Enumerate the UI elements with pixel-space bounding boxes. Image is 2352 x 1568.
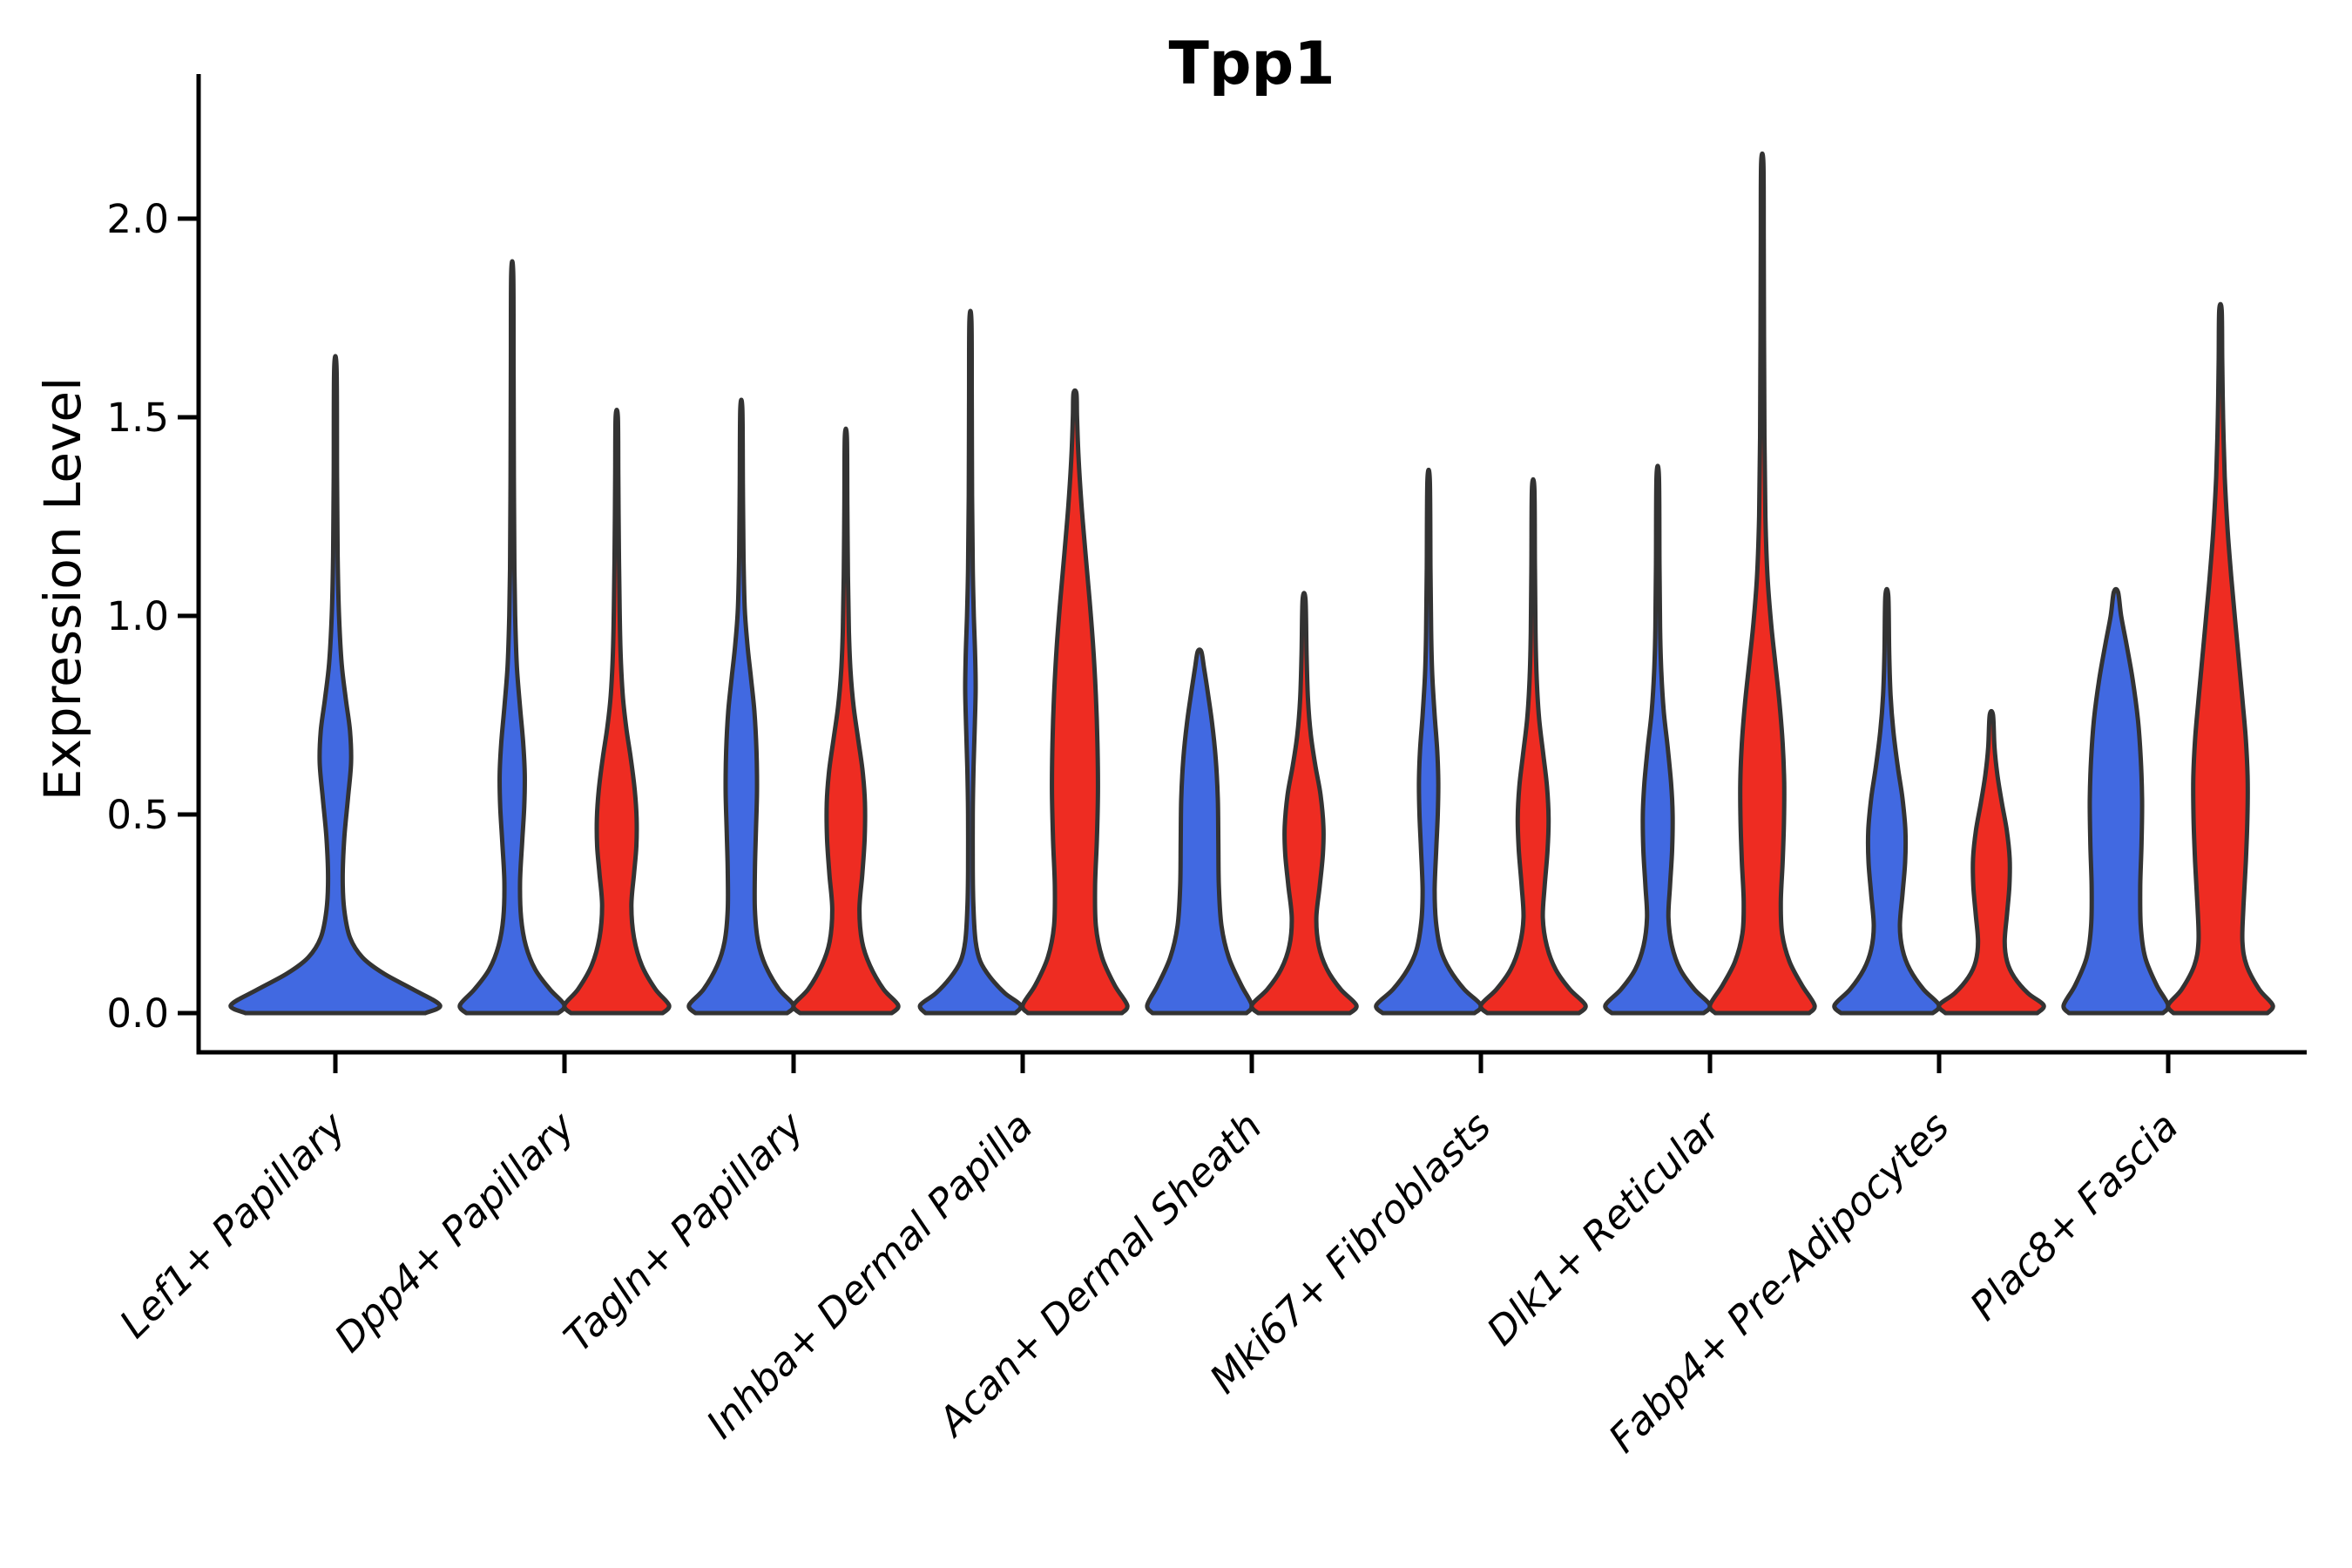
y-tick-label-2.0: 2.0 — [106, 196, 169, 242]
violin-fabp4-pre-adipocytes-red — [1936, 708, 2046, 1016]
x-tick-label-lef1-papillary: Lef1+ Papillary — [111, 1102, 355, 1347]
violin-acan-dermal-sheath-blue — [1145, 647, 1254, 1016]
violin-mki67-fibroblasts-blue — [1374, 467, 1484, 1016]
x-tick-label-tagln-papillary: Tagln+ Papillary — [555, 1102, 814, 1361]
violin-mki67-fibroblasts-red — [1478, 476, 1588, 1016]
violin-dlk1-reticular-red — [1707, 151, 1817, 1016]
violin-tagln-papillary-red — [791, 426, 901, 1016]
x-tick-label-dpp4-papillary: Dpp4+ Papillary — [326, 1102, 585, 1361]
chart-title: Tpp1 — [1168, 30, 1335, 98]
y-tick-label-1.5: 1.5 — [106, 395, 169, 441]
x-tick-label-dlk1-reticular: Dlk1+ Reticular — [1477, 1102, 1730, 1355]
y-tick-label-1.0: 1.0 — [106, 593, 169, 639]
violins-layer — [228, 151, 2275, 1016]
violin-dpp4-papillary-blue — [457, 259, 567, 1016]
violin-inhba-dermal-papilla-red — [1020, 388, 1130, 1016]
violin-inhba-dermal-papilla-blue — [917, 308, 1024, 1016]
x-tick-label-plac8-fascia: Plac8+ Fascia — [1961, 1103, 2187, 1329]
violin-plac8-fascia-blue — [2061, 586, 2171, 1016]
violin-tagln-papillary-blue — [686, 397, 796, 1016]
y-tick-label-0.0: 0.0 — [106, 990, 169, 1037]
violin-lef1-papillary-blue — [228, 354, 443, 1016]
y-axis-label: Expression Level — [33, 377, 92, 801]
violin-acan-dermal-sheath-red — [1249, 591, 1359, 1016]
violin-fabp4-pre-adipocytes-blue — [1832, 586, 1942, 1016]
violin-dpp4-papillary-red — [562, 407, 672, 1016]
violin-plac8-fascia-red — [2166, 301, 2275, 1016]
y-tick-label-0.5: 0.5 — [106, 792, 169, 838]
violin-dlk1-reticular-blue — [1603, 463, 1713, 1016]
